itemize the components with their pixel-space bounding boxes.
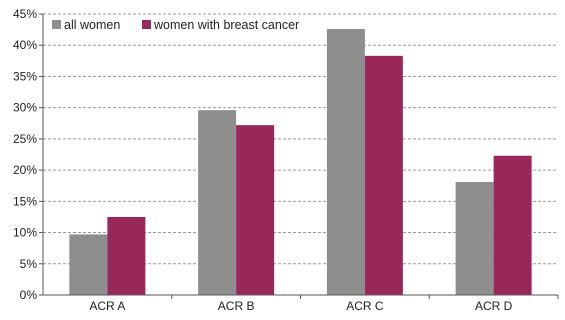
x-tick-label: ACR B <box>218 299 255 313</box>
legend-label: women with breast cancer <box>153 18 299 32</box>
y-tick-label: 45% <box>13 7 37 21</box>
x-tick-label: ACR C <box>346 299 384 313</box>
legend: all women women with breast cancer <box>52 18 299 32</box>
x-tick-label: ACR D <box>475 299 513 313</box>
y-tick-label: 20% <box>13 163 37 177</box>
bar-all-women <box>69 234 108 295</box>
bar-all-women <box>326 28 365 296</box>
y-tick-label: 30% <box>13 101 37 115</box>
legend-swatch <box>52 20 61 29</box>
bar-breast-cancer <box>364 55 403 296</box>
y-tick-label: 10% <box>13 226 37 240</box>
y-axis-tick-labels: 0% 5% 10% 15% 20% 25% 30% 35% 40% 45% <box>13 7 37 302</box>
bar-all-women <box>198 110 237 295</box>
y-tick-label: 15% <box>13 194 37 208</box>
bar-breast-cancer <box>493 155 532 295</box>
bars <box>69 28 532 296</box>
y-tick-label: 25% <box>13 132 37 146</box>
y-tick-label: 35% <box>13 69 37 83</box>
x-axis-tick-labels: ACR A ACR B ACR C ACR D <box>89 299 512 313</box>
bar-breast-cancer <box>107 216 146 295</box>
x-tick-label: ACR A <box>89 299 125 313</box>
bar-breast-cancer <box>236 125 275 295</box>
y-tick-label: 0% <box>20 288 38 302</box>
legend-label: all women <box>64 18 120 32</box>
axes <box>39 13 559 299</box>
y-tick-label: 5% <box>20 257 38 271</box>
legend-swatch <box>142 20 151 29</box>
bar-all-women <box>455 181 494 295</box>
y-tick-label: 40% <box>13 38 37 52</box>
